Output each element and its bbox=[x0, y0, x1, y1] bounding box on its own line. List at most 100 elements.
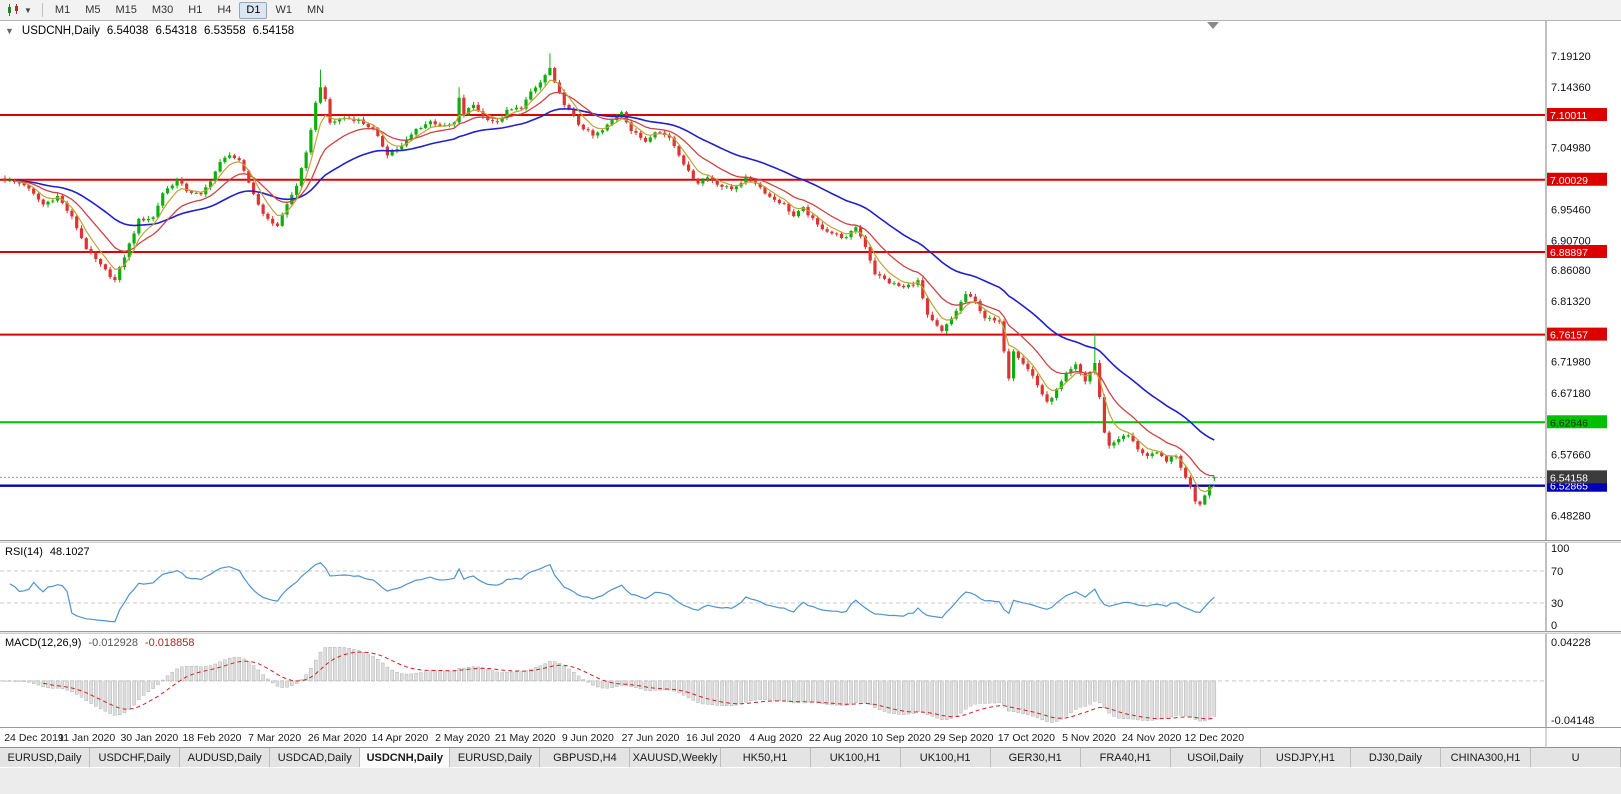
svg-text:6.95460: 6.95460 bbox=[1551, 204, 1591, 216]
bottom-tab-u[interactable]: U bbox=[1531, 748, 1621, 767]
bottom-tab-xauusd-weekly[interactable]: XAUUSD,Weekly bbox=[630, 748, 721, 767]
svg-text:14 Apr 2020: 14 Apr 2020 bbox=[372, 732, 429, 744]
svg-text:70: 70 bbox=[1551, 566, 1563, 578]
svg-text:11 Jan 2020: 11 Jan 2020 bbox=[58, 732, 115, 744]
bottom-tab-china300-h1[interactable]: CHINA300,H1 bbox=[1441, 748, 1532, 767]
panel-separator[interactable] bbox=[0, 631, 1621, 634]
price-level-badge: 6.62646 bbox=[1547, 415, 1607, 429]
svg-text:7.04980: 7.04980 bbox=[1551, 143, 1591, 155]
svg-text:7.10011: 7.10011 bbox=[1550, 110, 1587, 122]
bottom-tab-dj30-daily[interactable]: DJ30,Daily bbox=[1350, 748, 1441, 767]
price-level-badge: 7.00029 bbox=[1547, 172, 1607, 187]
svg-text:21 May 2020: 21 May 2020 bbox=[495, 732, 556, 744]
bottom-tab-usoil-daily[interactable]: USOil,Daily bbox=[1170, 748, 1261, 767]
svg-text:30 Jan 2020: 30 Jan 2020 bbox=[120, 732, 178, 744]
bottom-tab-hk50-h1[interactable]: HK50,H1 bbox=[720, 748, 811, 767]
bottom-tab-eurusd-daily[interactable]: EURUSD,Daily bbox=[0, 748, 91, 767]
timeframe-button-m15[interactable]: M15 bbox=[108, 2, 143, 19]
svg-text:10 Sep 2020: 10 Sep 2020 bbox=[871, 732, 931, 744]
bottom-tab-usdcad-daily[interactable]: USDCAD,Daily bbox=[270, 748, 361, 767]
chevron-down-icon[interactable]: ▼ bbox=[24, 5, 32, 15]
candlestick-chart-icon[interactable] bbox=[6, 3, 22, 17]
svg-text:6.71980: 6.71980 bbox=[1551, 357, 1591, 369]
price-level-badge: 7.10011 bbox=[1547, 107, 1607, 122]
svg-text:0: 0 bbox=[1551, 620, 1557, 631]
bottom-tab-usdcnh-daily[interactable]: USDCNH,Daily bbox=[360, 748, 451, 767]
bottom-tab-fra40-h1[interactable]: FRA40,H1 bbox=[1080, 748, 1171, 767]
timeframe-button-m1[interactable]: M1 bbox=[48, 2, 77, 19]
svg-text:6.57660: 6.57660 bbox=[1551, 450, 1591, 462]
svg-text:6.88897: 6.88897 bbox=[1550, 247, 1588, 259]
price-level-badge: 6.88897 bbox=[1547, 244, 1607, 259]
bottom-tab-usdjpy-h1[interactable]: USDJPY,H1 bbox=[1260, 748, 1351, 767]
candlestick-chart-icon-glyph bbox=[8, 4, 18, 16]
svg-text:7.19120: 7.19120 bbox=[1551, 51, 1591, 63]
svg-text:100: 100 bbox=[1551, 543, 1569, 555]
fast-ma-line bbox=[14, 79, 1215, 493]
svg-text:24 Nov 2020: 24 Nov 2020 bbox=[1122, 732, 1182, 744]
timeframe-button-h4[interactable]: H4 bbox=[210, 2, 238, 19]
svg-text:7.00029: 7.00029 bbox=[1550, 175, 1588, 187]
rsi-line bbox=[9, 562, 1215, 623]
svg-text:6.81320: 6.81320 bbox=[1551, 296, 1591, 308]
price-axis[interactable]: 7.191207.143607.096707.049807.002306.954… bbox=[1545, 21, 1621, 540]
svg-text:5 Nov 2020: 5 Nov 2020 bbox=[1062, 732, 1116, 744]
svg-text:6.48280: 6.48280 bbox=[1551, 510, 1591, 522]
panel-separator[interactable] bbox=[0, 540, 1621, 543]
svg-text:9 Jun 2020: 9 Jun 2020 bbox=[562, 732, 614, 744]
svg-text:12 Dec 2020: 12 Dec 2020 bbox=[1184, 732, 1244, 744]
svg-text:6.62646: 6.62646 bbox=[1550, 417, 1588, 429]
mid-ma-line bbox=[14, 91, 1215, 477]
svg-text:26 Mar 2020: 26 Mar 2020 bbox=[308, 732, 367, 744]
timeframe-button-d1[interactable]: D1 bbox=[239, 1, 268, 19]
toolbar-separator bbox=[41, 3, 43, 17]
svg-text:27 Jun 2020: 27 Jun 2020 bbox=[622, 732, 680, 744]
macd-canvas[interactable]: 0.04228 -0.04148 bbox=[0, 634, 1621, 727]
svg-text:6.86080: 6.86080 bbox=[1551, 265, 1591, 277]
timeframe-button-mn[interactable]: MN bbox=[300, 2, 331, 19]
bottom-tab-uk100-h1[interactable]: UK100,H1 bbox=[900, 748, 991, 767]
bottom-tab-gbpusd-h4[interactable]: GBPUSD,H4 bbox=[540, 748, 631, 767]
svg-text:7.14360: 7.14360 bbox=[1551, 82, 1591, 94]
svg-text:6.67180: 6.67180 bbox=[1551, 388, 1591, 400]
svg-text:6.52865: 6.52865 bbox=[1550, 481, 1588, 493]
candles-layer bbox=[3, 53, 1216, 507]
svg-text:7 Mar 2020: 7 Mar 2020 bbox=[248, 732, 301, 744]
svg-text:29 Sep 2020: 29 Sep 2020 bbox=[934, 732, 994, 744]
bottom-tab-eurusd-daily[interactable]: EURUSD,Daily bbox=[450, 748, 541, 767]
svg-text:17 Oct 2020: 17 Oct 2020 bbox=[998, 732, 1055, 744]
date-axis[interactable]: 24 Dec 2019 11 Jan 2020 30 Jan 2020 18 Feb … bbox=[0, 727, 1621, 748]
bottom-tab-ger30-h1[interactable]: GER30,H1 bbox=[990, 748, 1081, 767]
bottom-tab-audusd-daily[interactable]: AUDUSD,Daily bbox=[180, 748, 271, 767]
timeframe-button-m30[interactable]: M30 bbox=[145, 2, 180, 19]
svg-text:6.76157: 6.76157 bbox=[1550, 330, 1588, 342]
timeframe-button-w1[interactable]: W1 bbox=[268, 2, 299, 19]
timeframe-button-m5[interactable]: M5 bbox=[78, 2, 107, 19]
svg-text:6.54158: 6.54158 bbox=[1550, 472, 1588, 484]
status-strip bbox=[0, 767, 1621, 794]
svg-text:2 May 2020: 2 May 2020 bbox=[435, 732, 490, 744]
rsi-canvas[interactable]: 100 70 30 0 bbox=[0, 543, 1621, 631]
svg-text:4 Aug 2020: 4 Aug 2020 bbox=[749, 732, 802, 744]
current-price-badge: 6.54158 bbox=[1547, 470, 1607, 484]
svg-text:18 Feb 2020: 18 Feb 2020 bbox=[183, 732, 242, 744]
price-level-badge: 6.76157 bbox=[1547, 327, 1607, 342]
main-chart-panel: 7.191207.143607.096707.049807.002306.954… bbox=[0, 21, 1621, 540]
macd-histogram bbox=[3, 646, 1217, 723]
bottom-tab-usdchf-daily[interactable]: USDCHF,Daily bbox=[90, 748, 181, 767]
timeframe-toolbar: ▼ M1 M5 M15 M30 H1 H4 D1 W1 MN bbox=[0, 0, 1621, 21]
svg-text:24 Dec 2019: 24 Dec 2019 bbox=[4, 732, 64, 744]
svg-text:0.04228: 0.04228 bbox=[1551, 637, 1591, 649]
svg-text:6.90700: 6.90700 bbox=[1551, 235, 1591, 247]
main-chart-canvas[interactable]: 7.191207.143607.096707.049807.002306.954… bbox=[0, 21, 1621, 540]
ma-lines-layer bbox=[14, 79, 1215, 493]
chart-shift-marker[interactable] bbox=[1207, 22, 1219, 29]
timeframe-button-group: M1 M5 M15 M30 H1 H4 D1 W1 MN bbox=[48, 1, 331, 19]
svg-text:16 Jul 2020: 16 Jul 2020 bbox=[686, 732, 740, 744]
macd-panel: 0.04228 -0.04148 MACD(12,26,9) -0.012928 … bbox=[0, 634, 1621, 727]
chart-window-tab-bar: EURUSD,Daily USDCHF,Daily AUDUSD,Daily USDC… bbox=[0, 747, 1621, 767]
timeframe-button-h1[interactable]: H1 bbox=[181, 2, 209, 19]
bottom-tab-uk100-h1[interactable]: UK100,H1 bbox=[810, 748, 901, 767]
